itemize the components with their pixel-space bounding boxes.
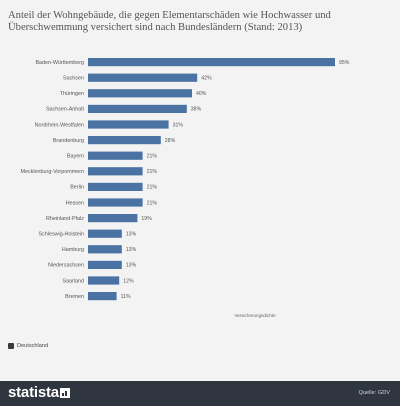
- category-label: Saarland: [62, 278, 84, 284]
- bar[interactable]: [88, 73, 198, 82]
- bar[interactable]: [88, 167, 143, 176]
- value-label: 21%: [147, 154, 158, 160]
- category-label: Sachsen-Anhalt: [46, 107, 85, 113]
- category-label: Schleswig-Holstein: [38, 232, 84, 238]
- value-label: 38%: [191, 107, 202, 113]
- footer-bar: statista Quelle: GDV: [0, 381, 400, 406]
- bar[interactable]: [88, 214, 138, 223]
- category-label: Sachsen: [63, 76, 84, 82]
- category-label: Brandenburg: [53, 138, 84, 144]
- value-label: 40%: [196, 91, 207, 97]
- bar[interactable]: [88, 198, 143, 207]
- value-label: 13%: [126, 263, 137, 269]
- bar[interactable]: [88, 136, 161, 145]
- category-label: Rheinland-Pfalz: [46, 216, 84, 222]
- category-label: Hessen: [66, 200, 84, 206]
- category-label: Bayern: [67, 154, 84, 160]
- bar[interactable]: [88, 58, 335, 67]
- bar[interactable]: [88, 89, 192, 98]
- value-label: 13%: [126, 247, 137, 253]
- bar[interactable]: [88, 260, 122, 269]
- bar-chart: Baden-Württemberg 95% Sachsen 42% Thüringen 4…: [20, 58, 350, 301]
- category-label: Bremen: [65, 294, 84, 300]
- chart-title: Anteil der Wohngebäude, die gegen Elemen…: [8, 10, 331, 34]
- bar[interactable]: [88, 229, 122, 238]
- bar[interactable]: [88, 276, 120, 285]
- value-label: 21%: [147, 200, 158, 206]
- statista-logo[interactable]: statista: [8, 384, 59, 401]
- category-label: Berlin: [70, 185, 84, 191]
- value-label: 21%: [147, 185, 158, 191]
- legend[interactable]: Deutschland: [8, 342, 48, 350]
- category-label: Hamburg: [62, 247, 84, 253]
- category-label: Mecklenburg-Vorpommern: [20, 169, 84, 175]
- value-label: 12%: [123, 278, 134, 284]
- value-label: 95%: [339, 60, 350, 66]
- value-label: 19%: [141, 216, 152, 222]
- bar[interactable]: [88, 292, 117, 301]
- category-label: Nordrhein-Westfalen: [35, 122, 84, 128]
- legend-swatch: [8, 343, 14, 349]
- bar[interactable]: [88, 104, 187, 113]
- value-label: 28%: [165, 138, 176, 144]
- x-axis-label: Versicherungsdichte: [234, 313, 276, 318]
- value-label: 21%: [147, 169, 158, 175]
- bar[interactable]: [88, 245, 122, 254]
- category-label: Thüringen: [60, 91, 84, 97]
- source-credit[interactable]: Quelle: GDV: [358, 390, 390, 396]
- legend-label: Deutschland: [17, 343, 49, 349]
- value-label: 11%: [121, 294, 131, 300]
- bar[interactable]: [88, 182, 143, 191]
- value-label: 31%: [173, 122, 184, 128]
- category-label: Baden-Württemberg: [35, 60, 84, 66]
- plot-area: Baden-Württemberg 95% Sachsen 42% Thüringen 4…: [0, 52, 400, 312]
- bar[interactable]: [88, 151, 143, 160]
- category-label: Niedersachsen: [48, 263, 84, 269]
- value-label: 42%: [201, 76, 212, 82]
- statista-logo-icon: [60, 388, 70, 398]
- bar[interactable]: [88, 120, 169, 129]
- value-label: 13%: [126, 232, 137, 238]
